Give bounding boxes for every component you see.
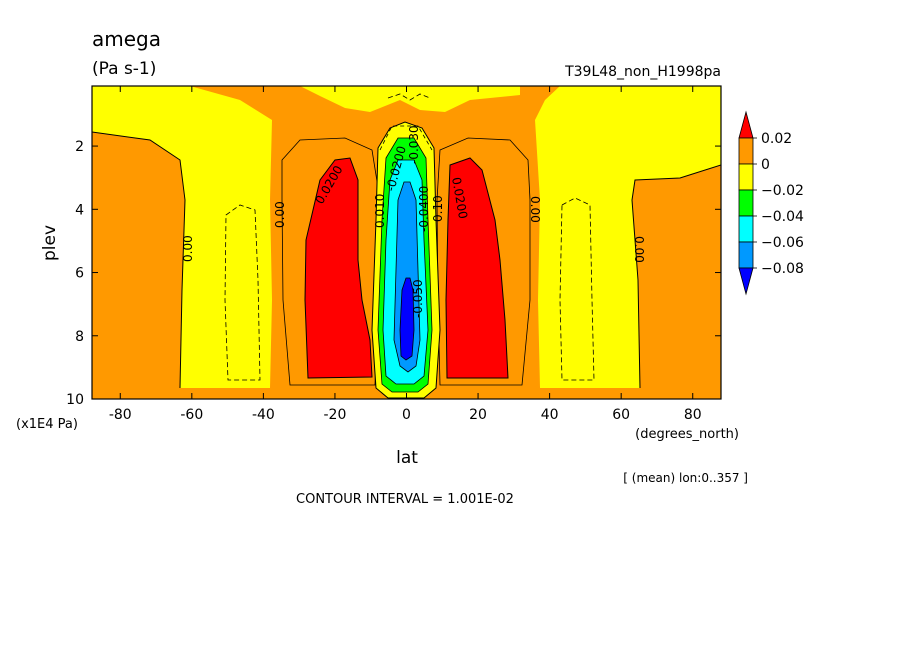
colorbar-arrow-top <box>738 110 754 139</box>
contour-label: 0.00 <box>528 196 542 223</box>
y-tick-label: 8 <box>75 329 84 345</box>
colorbar-segment <box>738 215 754 243</box>
colorbar-segment <box>738 241 754 269</box>
x-units-label: (degrees_north) <box>635 427 739 442</box>
y-axis-label: plev <box>40 225 60 261</box>
contour-label: -0.050 <box>411 279 425 318</box>
contour-label: 0.10 <box>431 195 445 222</box>
contour-label: 0.00 <box>632 236 646 263</box>
dashed-contour-equator <box>379 125 433 151</box>
colorbar-segment <box>738 137 754 165</box>
red-cell-north <box>445 157 509 379</box>
contour-label: 0.00 <box>181 235 195 262</box>
dashed-contour-top <box>387 93 431 101</box>
zero-contour-south <box>92 131 186 389</box>
yellow-region-south <box>92 86 272 388</box>
x-tick-label: -60 <box>180 407 203 423</box>
dashed-contour-south <box>224 204 261 381</box>
x-tick-label: -80 <box>109 407 132 423</box>
y-tick-label: 2 <box>75 139 84 155</box>
x-tick-label: -20 <box>324 407 347 423</box>
chart-units: (Pa s-1) <box>92 59 156 79</box>
colorbar-label: 0 <box>761 157 770 173</box>
x-tick-label: 0 <box>402 407 411 423</box>
experiment-label: T39L48_non_H1998pa <box>564 64 721 80</box>
x-tick-label: 80 <box>684 407 702 423</box>
x-tick-label: 60 <box>612 407 630 423</box>
colorbar-segment <box>738 163 754 191</box>
red-cell-south <box>304 157 373 379</box>
y-units-label: (x1E4 Pa) <box>16 417 78 432</box>
yellow-region-north <box>535 86 721 388</box>
y-tick-label: 4 <box>75 202 84 218</box>
x-tick-label: -40 <box>252 407 275 423</box>
y-axis: 2 4 6 8 10 <box>66 139 721 408</box>
x-axis: -80 -60 -40 -20 0 20 40 60 80 <box>109 86 702 423</box>
y-tick-label: 10 <box>66 392 84 408</box>
colorbar-label: −0.04 <box>761 209 804 225</box>
x-tick-label: 40 <box>541 407 559 423</box>
x-axis-label: lat <box>396 448 418 468</box>
colorbar-label: 0.02 <box>761 131 792 147</box>
colorbar-label: −0.06 <box>761 235 804 251</box>
contour-interval-label: CONTOUR INTERVAL = 1.001E-02 <box>296 492 514 507</box>
equatorial-deepblue <box>399 277 415 361</box>
yellow-region-top <box>300 86 520 112</box>
contour-field <box>92 86 721 399</box>
x-tick-label: 20 <box>469 407 487 423</box>
colorbar: 0.02 0 −0.02 −0.04 −0.06 −0.08 <box>738 110 804 296</box>
y-tick-label: 6 <box>75 266 84 282</box>
contour-label: -0.0400 <box>417 186 431 232</box>
dashed-contour-north <box>559 197 595 381</box>
contour-label: 0.00 <box>273 201 287 228</box>
colorbar-segment <box>738 189 754 217</box>
averaging-label: [ (mean) lon:0..357 ] <box>623 471 748 485</box>
chart-title: amega <box>92 27 161 51</box>
zero-contour-north <box>631 164 721 389</box>
colorbar-label: −0.02 <box>761 183 804 199</box>
contour-label: -0.030 <box>407 125 421 164</box>
contour-label: 0.010 <box>373 194 387 228</box>
colorbar-arrow-bottom <box>738 267 754 296</box>
colorbar-label: −0.08 <box>761 261 804 277</box>
